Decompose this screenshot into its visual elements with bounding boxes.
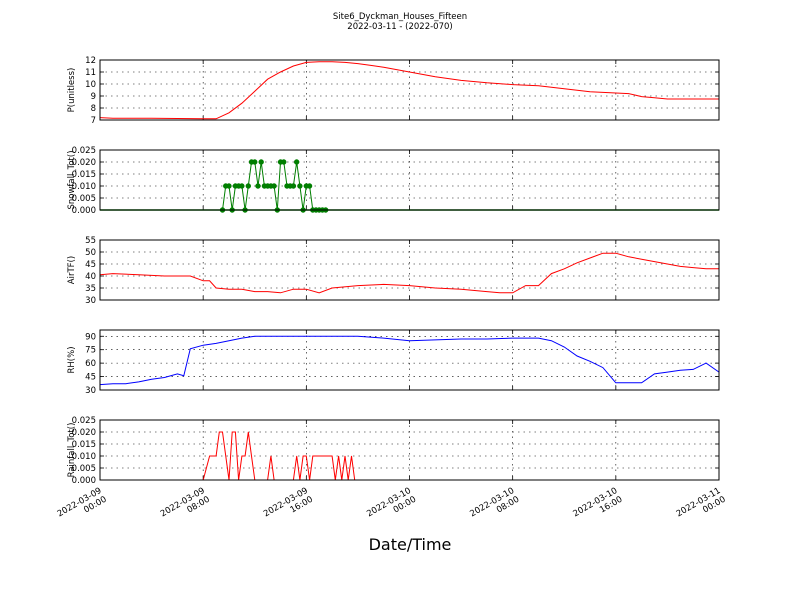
panel-2-frame xyxy=(99,149,720,211)
panel-5-ytick-label: 0.000 xyxy=(72,476,96,486)
panel-2-ytick-label: 0.020 xyxy=(72,158,96,168)
panel-4-ylabel: RH(%) xyxy=(67,346,77,373)
panel-2: 0.000 0.005 0.010 0.015 0.020 0.025Snowfall_T… xyxy=(67,146,720,216)
x-tick-label: 2022-03-0908:00 xyxy=(159,486,212,528)
panel-5-series-line xyxy=(202,431,365,481)
panel-4-ytick-label: 60 xyxy=(85,359,96,369)
panel-2-ytick-label: 0.025 xyxy=(72,146,96,156)
panel-1-ylabel: P(unitless) xyxy=(67,68,77,113)
chart-title: Site6_Dyckman_Houses_Fifteen xyxy=(333,12,467,22)
panel-1-ytick-label: 8 xyxy=(91,104,96,114)
chart-subtitle: 2022-03-11 - (2022-070) xyxy=(347,22,452,32)
panel-5-ytick-label: 0.010 xyxy=(72,452,96,462)
panel-5-ytick-label: 0.015 xyxy=(72,440,96,450)
panel-2-point xyxy=(255,183,261,189)
panel-3-ytick-label: 40 xyxy=(85,272,96,282)
panel-4-ytick-label: 45 xyxy=(85,373,96,383)
panel-2-point xyxy=(281,159,287,165)
panel-3: 30 35 40 45 50 55 AirTF() xyxy=(67,236,720,306)
panel-3-ytick-label: 55 xyxy=(85,236,96,246)
panel-2-point xyxy=(297,183,303,189)
panel-5-ytick-label: 0.020 xyxy=(72,428,96,438)
panel-2-ytick-label: 0.010 xyxy=(72,182,96,192)
panel-4-ytick-label: 90 xyxy=(85,332,96,342)
panel-2-point xyxy=(306,183,313,189)
panel-2-point xyxy=(271,183,277,189)
panel-5-ytick-label: 0.025 xyxy=(72,416,96,426)
chart-panels: 7 8 9 10 11 12 P(unitless) 0.000 0.005 0.010 0.015… xyxy=(67,56,720,486)
x-tick-label: 2022-03-1000:00 xyxy=(365,486,418,528)
panel-3-series-line xyxy=(99,252,719,294)
panel-4-ytick-label: 30 xyxy=(85,386,96,396)
panel-2-ytick-label: 0.005 xyxy=(72,194,96,204)
panel-1-ytick-label: 10 xyxy=(85,80,96,90)
panel-3-frame xyxy=(99,239,720,301)
panel-4-frame xyxy=(99,329,720,391)
panel-2-point xyxy=(258,159,264,165)
panel-1: 7 8 9 10 11 12 P(unitless) xyxy=(67,56,720,126)
x-axis-tick-labels: 2022-03-0900:00 2022-03-0908:00 2022-03-09… xyxy=(56,486,728,528)
x-tick-label: 2022-03-1008:00 xyxy=(468,486,521,528)
x-axis-label: Date/Time xyxy=(369,535,452,554)
panel-1-ytick-label: 7 xyxy=(91,116,96,126)
panel-1-ytick-label: 11 xyxy=(85,68,96,78)
x-tick-label: 2022-03-0916:00 xyxy=(262,486,315,528)
panel-3-ytick-label: 45 xyxy=(85,260,96,270)
panel-2-ytick-label: 0.015 xyxy=(72,170,96,180)
panel-2-ytick-label: 0.000 xyxy=(72,206,96,216)
panel-5-frame xyxy=(99,419,720,481)
panel-2-point xyxy=(290,183,297,189)
panel-1-ytick-label: 12 xyxy=(85,56,96,66)
panel-4-ytick-label: 75 xyxy=(85,346,96,356)
panel-4-series-line xyxy=(99,335,720,386)
panel-2-ylabel: Snowfall_Tot() xyxy=(67,150,77,209)
panel-1-ytick-label: 9 xyxy=(91,92,96,102)
panel-1-frame xyxy=(99,59,720,121)
panel-3-ytick-label: 35 xyxy=(85,284,96,294)
panel-2-point xyxy=(293,159,300,165)
panel-5: 0.000 0.005 0.010 0.015 0.020 0.025Rainfall_T… xyxy=(67,416,720,486)
x-tick-label: 2022-03-0900:00 xyxy=(56,486,109,528)
x-tick-label: 2022-03-1016:00 xyxy=(572,486,625,528)
panel-3-ylabel: AirTF() xyxy=(67,256,77,284)
panel-5-ytick-label: 0.005 xyxy=(72,464,96,474)
panel-1-series-line xyxy=(99,61,719,120)
panel-2-point xyxy=(252,159,258,165)
panel-2-point xyxy=(245,183,252,189)
panel-3-ytick-label: 30 xyxy=(85,296,96,306)
panel-3-ytick-label: 50 xyxy=(85,248,96,258)
x-tick-label: 2022-03-1100:00 xyxy=(675,486,728,528)
panel-4: 30 45 60 75 90 RH(%) xyxy=(67,329,720,396)
panel-5-ylabel: Rainfall_Tot() xyxy=(67,423,77,478)
panel-2-point xyxy=(239,183,245,189)
panel-2-point xyxy=(226,183,232,189)
